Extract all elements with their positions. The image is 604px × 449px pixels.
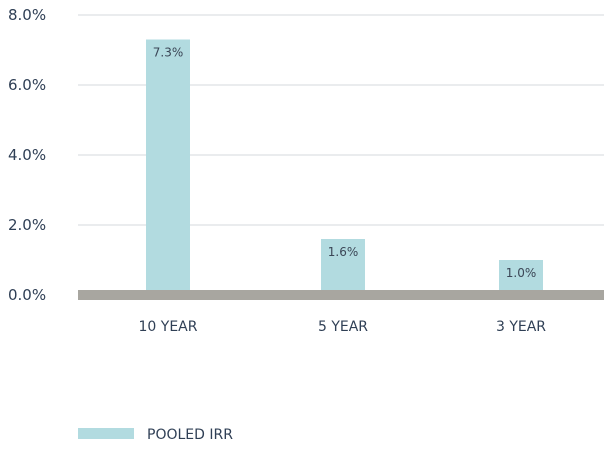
data-label: 1.0% — [506, 266, 537, 280]
y-tick-label: 6.0% — [8, 76, 46, 94]
legend-label: POOLED IRR — [147, 427, 233, 443]
data-labels: 7.3% 1.6% 1.0% — [153, 46, 537, 281]
x-tick-label: 5 YEAR — [318, 319, 368, 335]
bars — [146, 39, 543, 295]
x-tick-label: 10 YEAR — [139, 319, 198, 335]
x-tick-label: 3 YEAR — [496, 319, 546, 335]
bar — [499, 260, 543, 295]
y-tick-label: 2.0% — [8, 216, 46, 234]
data-label: 7.3% — [153, 46, 184, 60]
y-tick-label: 8.0% — [8, 6, 46, 24]
y-tick-label: 4.0% — [8, 146, 46, 164]
y-axis-tick-labels: 0.0% 2.0% 4.0% 6.0% 8.0% — [8, 6, 46, 304]
y-tick-label: 0.0% — [8, 286, 46, 304]
x-axis-baseline — [78, 290, 604, 300]
x-axis-category-labels: 10 YEAR 5 YEAR 3 YEAR — [139, 319, 547, 335]
data-label: 1.6% — [328, 245, 359, 259]
legend-swatch — [78, 428, 134, 439]
bar — [146, 39, 190, 295]
bar — [321, 239, 365, 295]
legend: POOLED IRR — [78, 427, 233, 443]
